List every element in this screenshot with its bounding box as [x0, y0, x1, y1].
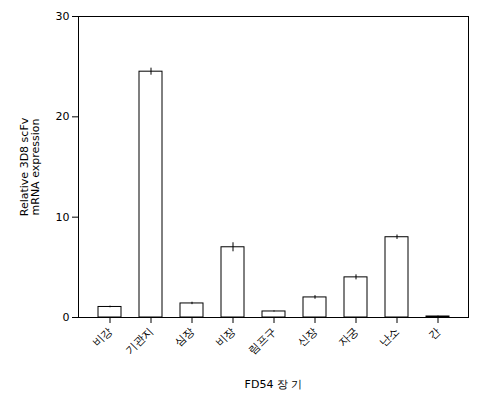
svg-text:20: 20: [56, 110, 70, 123]
svg-text:FD54 장 기: FD54 장 기: [245, 378, 303, 391]
svg-text:0: 0: [63, 311, 70, 324]
svg-text:기관지: 기관지: [123, 325, 156, 358]
svg-text:10: 10: [56, 211, 70, 224]
svg-text:신장: 신장: [295, 325, 320, 350]
svg-text:Relative 3D8 scFvmRNA expressi: Relative 3D8 scFvmRNA expression: [18, 117, 42, 216]
svg-text:자궁: 자궁: [336, 325, 361, 350]
svg-text:심장: 심장: [172, 325, 197, 350]
svg-text:간: 간: [426, 325, 443, 342]
svg-text:비강: 비강: [90, 325, 115, 350]
svg-text:30: 30: [56, 10, 70, 23]
svg-text:림프구: 림프구: [246, 325, 279, 358]
svg-text:비장: 비장: [213, 325, 238, 350]
svg-text:난소: 난소: [377, 325, 402, 350]
